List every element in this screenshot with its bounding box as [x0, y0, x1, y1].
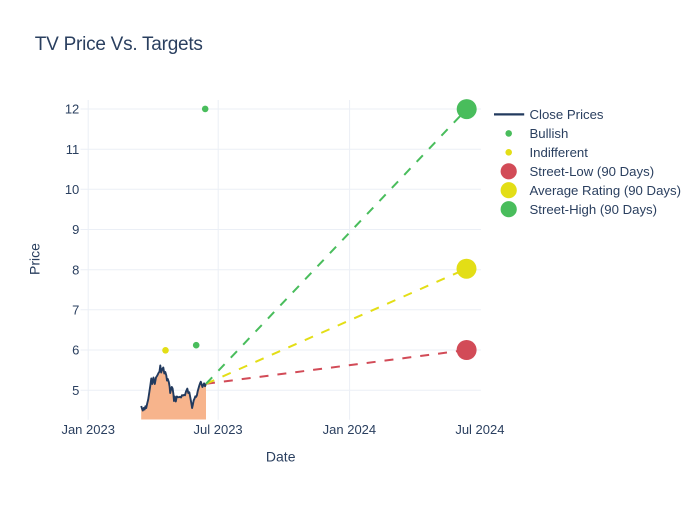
svg-text:10: 10	[65, 182, 79, 197]
svg-text:8: 8	[72, 262, 79, 277]
svg-text:9: 9	[72, 222, 79, 237]
svg-text:Bullish: Bullish	[530, 126, 569, 141]
svg-text:7: 7	[72, 303, 79, 318]
svg-text:Street-Low (90 Days): Street-Low (90 Days)	[530, 164, 655, 179]
svg-text:Jul 2024: Jul 2024	[455, 422, 504, 437]
svg-text:Jan 2024: Jan 2024	[323, 422, 377, 437]
svg-text:6: 6	[72, 343, 79, 358]
svg-text:Street-High (90 Days): Street-High (90 Days)	[530, 202, 658, 217]
svg-text:Jan 2023: Jan 2023	[61, 422, 115, 437]
svg-text:Date: Date	[266, 449, 296, 465]
svg-text:Jul 2023: Jul 2023	[194, 422, 243, 437]
svg-text:5: 5	[72, 383, 79, 398]
svg-text:Average Rating (90 Days): Average Rating (90 Days)	[530, 183, 682, 198]
svg-text:Price: Price	[27, 243, 43, 275]
svg-text:Close Prices: Close Prices	[530, 107, 604, 122]
svg-text:Indifferent: Indifferent	[530, 145, 589, 160]
svg-text:TV Price Vs. Targets: TV Price Vs. Targets	[35, 34, 203, 55]
svg-text:12: 12	[65, 102, 79, 117]
svg-text:11: 11	[66, 142, 80, 157]
